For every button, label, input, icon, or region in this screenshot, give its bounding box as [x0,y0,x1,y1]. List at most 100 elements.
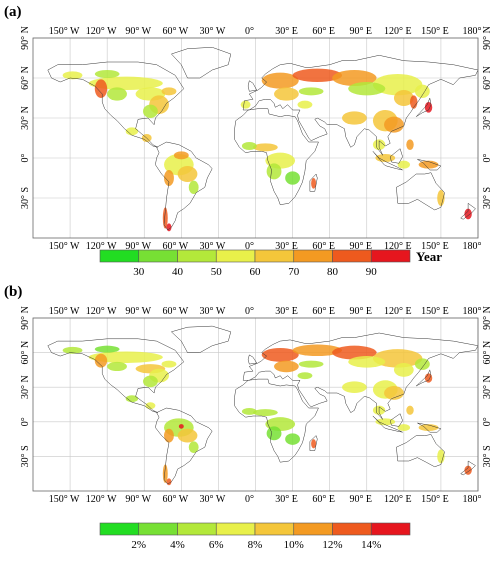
data-patch [125,127,139,136]
data-patch [240,100,251,109]
data-patch [410,95,418,109]
coast-uk [247,80,258,92]
data-patch [348,356,386,368]
lon-label-bottom: 30° E [275,494,298,505]
lat-label-left: 30° N [20,375,31,399]
data-patch [145,402,156,410]
lon-label-top: 150° W [49,26,80,37]
coast-australia [396,434,445,468]
map-panel-a: 150° W 150° W 120° W 120° W 90° W 90° W 60° W 6… [20,26,493,278]
legend-b: 2% 4% 6% 8% 10% 12% 14% [99,522,411,551]
lon-label-bottom: 30° W [200,494,226,505]
data-patch [298,87,324,96]
lon-label-bottom: 60° W [162,241,188,252]
legend-swatch [215,522,256,536]
data-patch [332,70,377,86]
legend-swatch [293,522,333,536]
data-patch [397,424,411,432]
data-patch [62,346,83,354]
data-patch [397,160,411,169]
lat-label-left: 90° N [20,306,31,330]
coast-newGuinea [417,159,442,171]
data-patch [94,353,108,368]
lon-label-top: 90° E [349,306,372,317]
legend-tick-label: 8% [248,539,263,551]
data-patch [94,345,120,353]
coast-eurasia [242,55,478,156]
data-patch [297,100,313,109]
data-patch [166,223,172,232]
data-patch [292,68,343,83]
panel-b-label: (b) [4,284,23,300]
data-patch [384,116,404,133]
lon-label-top: 150° W [49,306,80,317]
data-patch [393,362,414,377]
lon-label-top: 0° [245,306,254,317]
legend-tick-label: 60 [250,266,262,278]
lat-label-left: 30° S [20,445,31,467]
lon-label-bottom: 180° [463,241,482,252]
lon-label-bottom: 150° E [421,494,449,505]
legend-tick-label: 6% [209,539,224,551]
lat-label-right: 30° N [482,106,493,130]
data-patch [253,409,278,417]
legend-swatch [177,522,217,536]
legend-unit: Year [416,249,442,264]
lon-label-top: 150° E [421,306,449,317]
lat-label-right: 60° N [482,66,493,90]
data-patch [393,90,414,106]
lat-label-right: 90° N [482,26,493,50]
coast-greenland [170,325,232,353]
lon-label-top: 60° W [162,306,188,317]
data-patch [261,347,299,362]
data-patch [424,102,433,113]
data-patch [274,87,299,101]
lon-label-bottom: 120° W [86,241,117,252]
data-patch [418,424,439,432]
lon-label-bottom: 0° [245,494,254,505]
legend-tick-label: 12% [322,539,342,551]
data-patch [406,405,414,415]
data-patch [266,163,282,180]
coast-japan [416,369,432,387]
data-patch [266,426,282,441]
data-patch [311,178,317,189]
data-patch [253,143,278,152]
data-patch [94,70,120,78]
data-patch [88,76,163,91]
lat-label-left: 30° N [20,106,31,130]
data-patch [125,395,139,403]
lon-label-top: 120° W [86,306,117,317]
legend-swatch [99,522,140,536]
lon-label-top: 90° E [349,26,372,37]
data-patch [372,74,423,96]
lat-label-right: 0° [482,417,493,426]
data-patch [406,139,414,151]
lon-label-bottom: 0° [245,241,254,252]
coast-madagascar [309,173,318,192]
legend-swatch [370,249,411,263]
legend-tick-label: 70 [288,266,300,278]
panel-a-label: (a) [4,4,22,20]
data-patch [143,375,158,388]
data-patch [143,104,158,119]
lon-label-top: 60° E [312,26,335,37]
graticule [33,317,479,491]
data-patch [161,360,177,368]
data-patch [437,449,445,464]
data-patch [241,407,257,415]
lon-label-bottom: 60° W [162,494,188,505]
lon-label-top: 60° E [312,306,335,317]
legend-tick-label: 80 [327,266,339,278]
coast-australia [396,172,445,211]
legend-tick-label: 40 [172,266,184,278]
coast-borneo [389,413,403,427]
coast-borneo [389,148,403,164]
legend-tick-label: 14% [361,539,381,551]
legend-swatch [138,249,178,263]
coast-greenland [170,47,232,79]
lat-label-right: 30° S [482,187,493,209]
data-patch [424,373,433,383]
data-patch [285,171,301,185]
data-patch [188,180,199,194]
